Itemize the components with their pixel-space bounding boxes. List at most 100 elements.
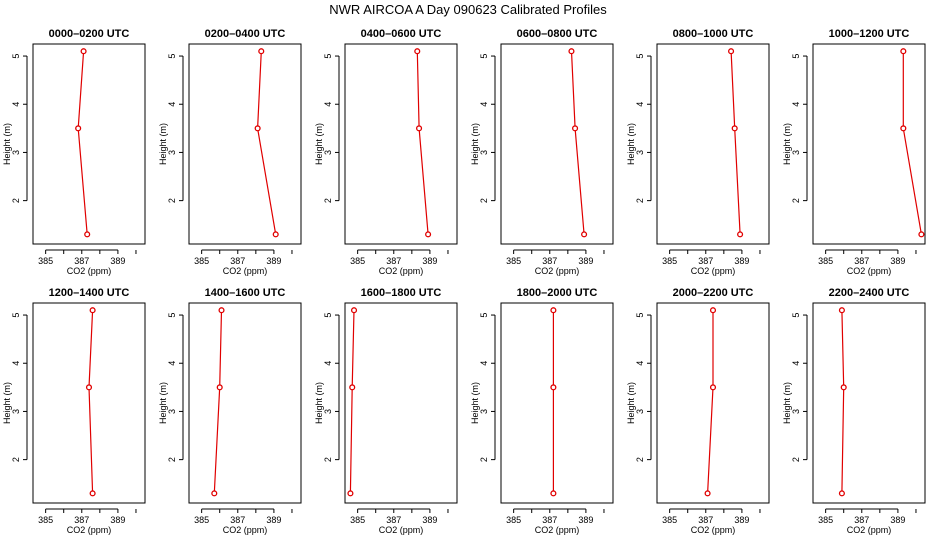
- profile-point: [731, 125, 738, 132]
- profile-point: [900, 125, 907, 132]
- y-tick-label: 4: [323, 102, 333, 107]
- y-tick-label: 2: [791, 457, 801, 462]
- y-tick-label: 3: [479, 150, 489, 155]
- profile-line: [213, 310, 223, 494]
- y-tick-label: 4: [167, 361, 177, 366]
- x-axis-label: CO2 (ppm): [847, 525, 892, 535]
- profile-point: [84, 231, 91, 238]
- profile-point: [704, 490, 711, 497]
- y-tick-label: 4: [11, 361, 21, 366]
- plot-frame: [32, 43, 146, 245]
- y-axis-label: Height (m): [626, 382, 636, 424]
- x-tick-label: 389: [422, 256, 437, 266]
- y-tick-label: 4: [479, 102, 489, 107]
- x-tick-label: 389: [734, 256, 749, 266]
- y-tick-label: 3: [479, 409, 489, 414]
- x-tick-label: 385: [506, 256, 521, 266]
- x-tick-label: 387: [230, 515, 245, 525]
- panel-title: 0600–0800 UTC: [517, 28, 598, 40]
- y-tick-label: 2: [11, 457, 21, 462]
- profile-point: [254, 125, 261, 132]
- panel-title: 1200–1400 UTC: [49, 287, 130, 299]
- profile-point: [258, 48, 265, 55]
- x-tick-label: 387: [542, 515, 557, 525]
- profile-point: [550, 490, 557, 497]
- profile-line: [416, 51, 429, 235]
- x-axis-label: CO2 (ppm): [691, 525, 736, 535]
- y-axis-label: Height (m): [158, 382, 168, 424]
- profile-point: [838, 490, 845, 497]
- x-axis-label: CO2 (ppm): [223, 525, 268, 535]
- y-tick-label: 2: [323, 198, 333, 203]
- x-tick-label: 385: [350, 515, 365, 525]
- x-tick-label: 387: [854, 256, 869, 266]
- y-tick-label: 2: [635, 457, 645, 462]
- y-tick-label: 5: [635, 54, 645, 59]
- x-tick-label: 385: [662, 256, 677, 266]
- x-tick-label: 389: [734, 515, 749, 525]
- y-tick-label: 3: [11, 150, 21, 155]
- profile-point: [900, 48, 907, 55]
- y-tick-label: 5: [11, 54, 21, 59]
- y-tick-label: 5: [323, 54, 333, 59]
- x-axis-label: CO2 (ppm): [847, 266, 892, 276]
- profile-line: [88, 310, 94, 494]
- x-tick-label: 387: [74, 515, 89, 525]
- figure-title: NWR AIRCOA A Day 090623 Calibrated Profi…: [329, 2, 607, 17]
- x-axis-label: CO2 (ppm): [67, 525, 112, 535]
- y-tick-label: 2: [323, 457, 333, 462]
- y-tick-label: 3: [635, 150, 645, 155]
- profile-line: [349, 310, 355, 494]
- panel-title: 0400–0600 UTC: [361, 28, 442, 40]
- x-tick-label: 385: [818, 515, 833, 525]
- x-tick-label: 385: [38, 256, 53, 266]
- profile-line: [707, 310, 714, 494]
- y-tick-label: 5: [479, 54, 489, 59]
- y-tick-label: 4: [791, 361, 801, 366]
- x-tick-label: 389: [890, 256, 905, 266]
- y-tick-label: 2: [635, 198, 645, 203]
- profile-line: [841, 310, 845, 494]
- plot-frame: [500, 43, 614, 245]
- profile-point: [709, 307, 717, 314]
- x-tick-label: 385: [662, 515, 677, 525]
- profile-point: [211, 490, 218, 497]
- x-tick-label: 387: [74, 256, 89, 266]
- profile-point: [550, 384, 557, 391]
- profile-point: [581, 231, 588, 238]
- y-tick-label: 5: [635, 313, 645, 318]
- x-tick-label: 385: [194, 256, 209, 266]
- x-tick-label: 387: [698, 515, 713, 525]
- x-axis-label: CO2 (ppm): [535, 266, 580, 276]
- y-tick-label: 3: [635, 409, 645, 414]
- y-tick-label: 3: [791, 150, 801, 155]
- y-tick-label: 5: [167, 54, 177, 59]
- y-tick-label: 4: [791, 102, 801, 107]
- x-axis-label: CO2 (ppm): [691, 266, 736, 276]
- plot-frame: [188, 43, 302, 245]
- y-tick-label: 3: [791, 409, 801, 414]
- x-tick-label: 387: [542, 256, 557, 266]
- plot-frame: [344, 302, 458, 504]
- profile-point: [550, 307, 557, 314]
- profile-point: [737, 231, 744, 238]
- y-tick-label: 4: [11, 102, 21, 107]
- y-tick-label: 4: [167, 102, 177, 107]
- panel-title: 0000–0200 UTC: [49, 28, 130, 40]
- y-tick-label: 3: [167, 150, 177, 155]
- y-tick-label: 2: [167, 457, 177, 462]
- x-axis-label: CO2 (ppm): [223, 266, 268, 276]
- panel-title: 0200–0400 UTC: [205, 28, 286, 40]
- panel-title: 0800–1000 UTC: [673, 28, 754, 40]
- y-tick-label: 2: [479, 457, 489, 462]
- profile-point: [568, 48, 575, 55]
- x-tick-label: 389: [578, 515, 593, 525]
- x-axis-label: CO2 (ppm): [535, 525, 580, 535]
- profile-point: [80, 48, 87, 55]
